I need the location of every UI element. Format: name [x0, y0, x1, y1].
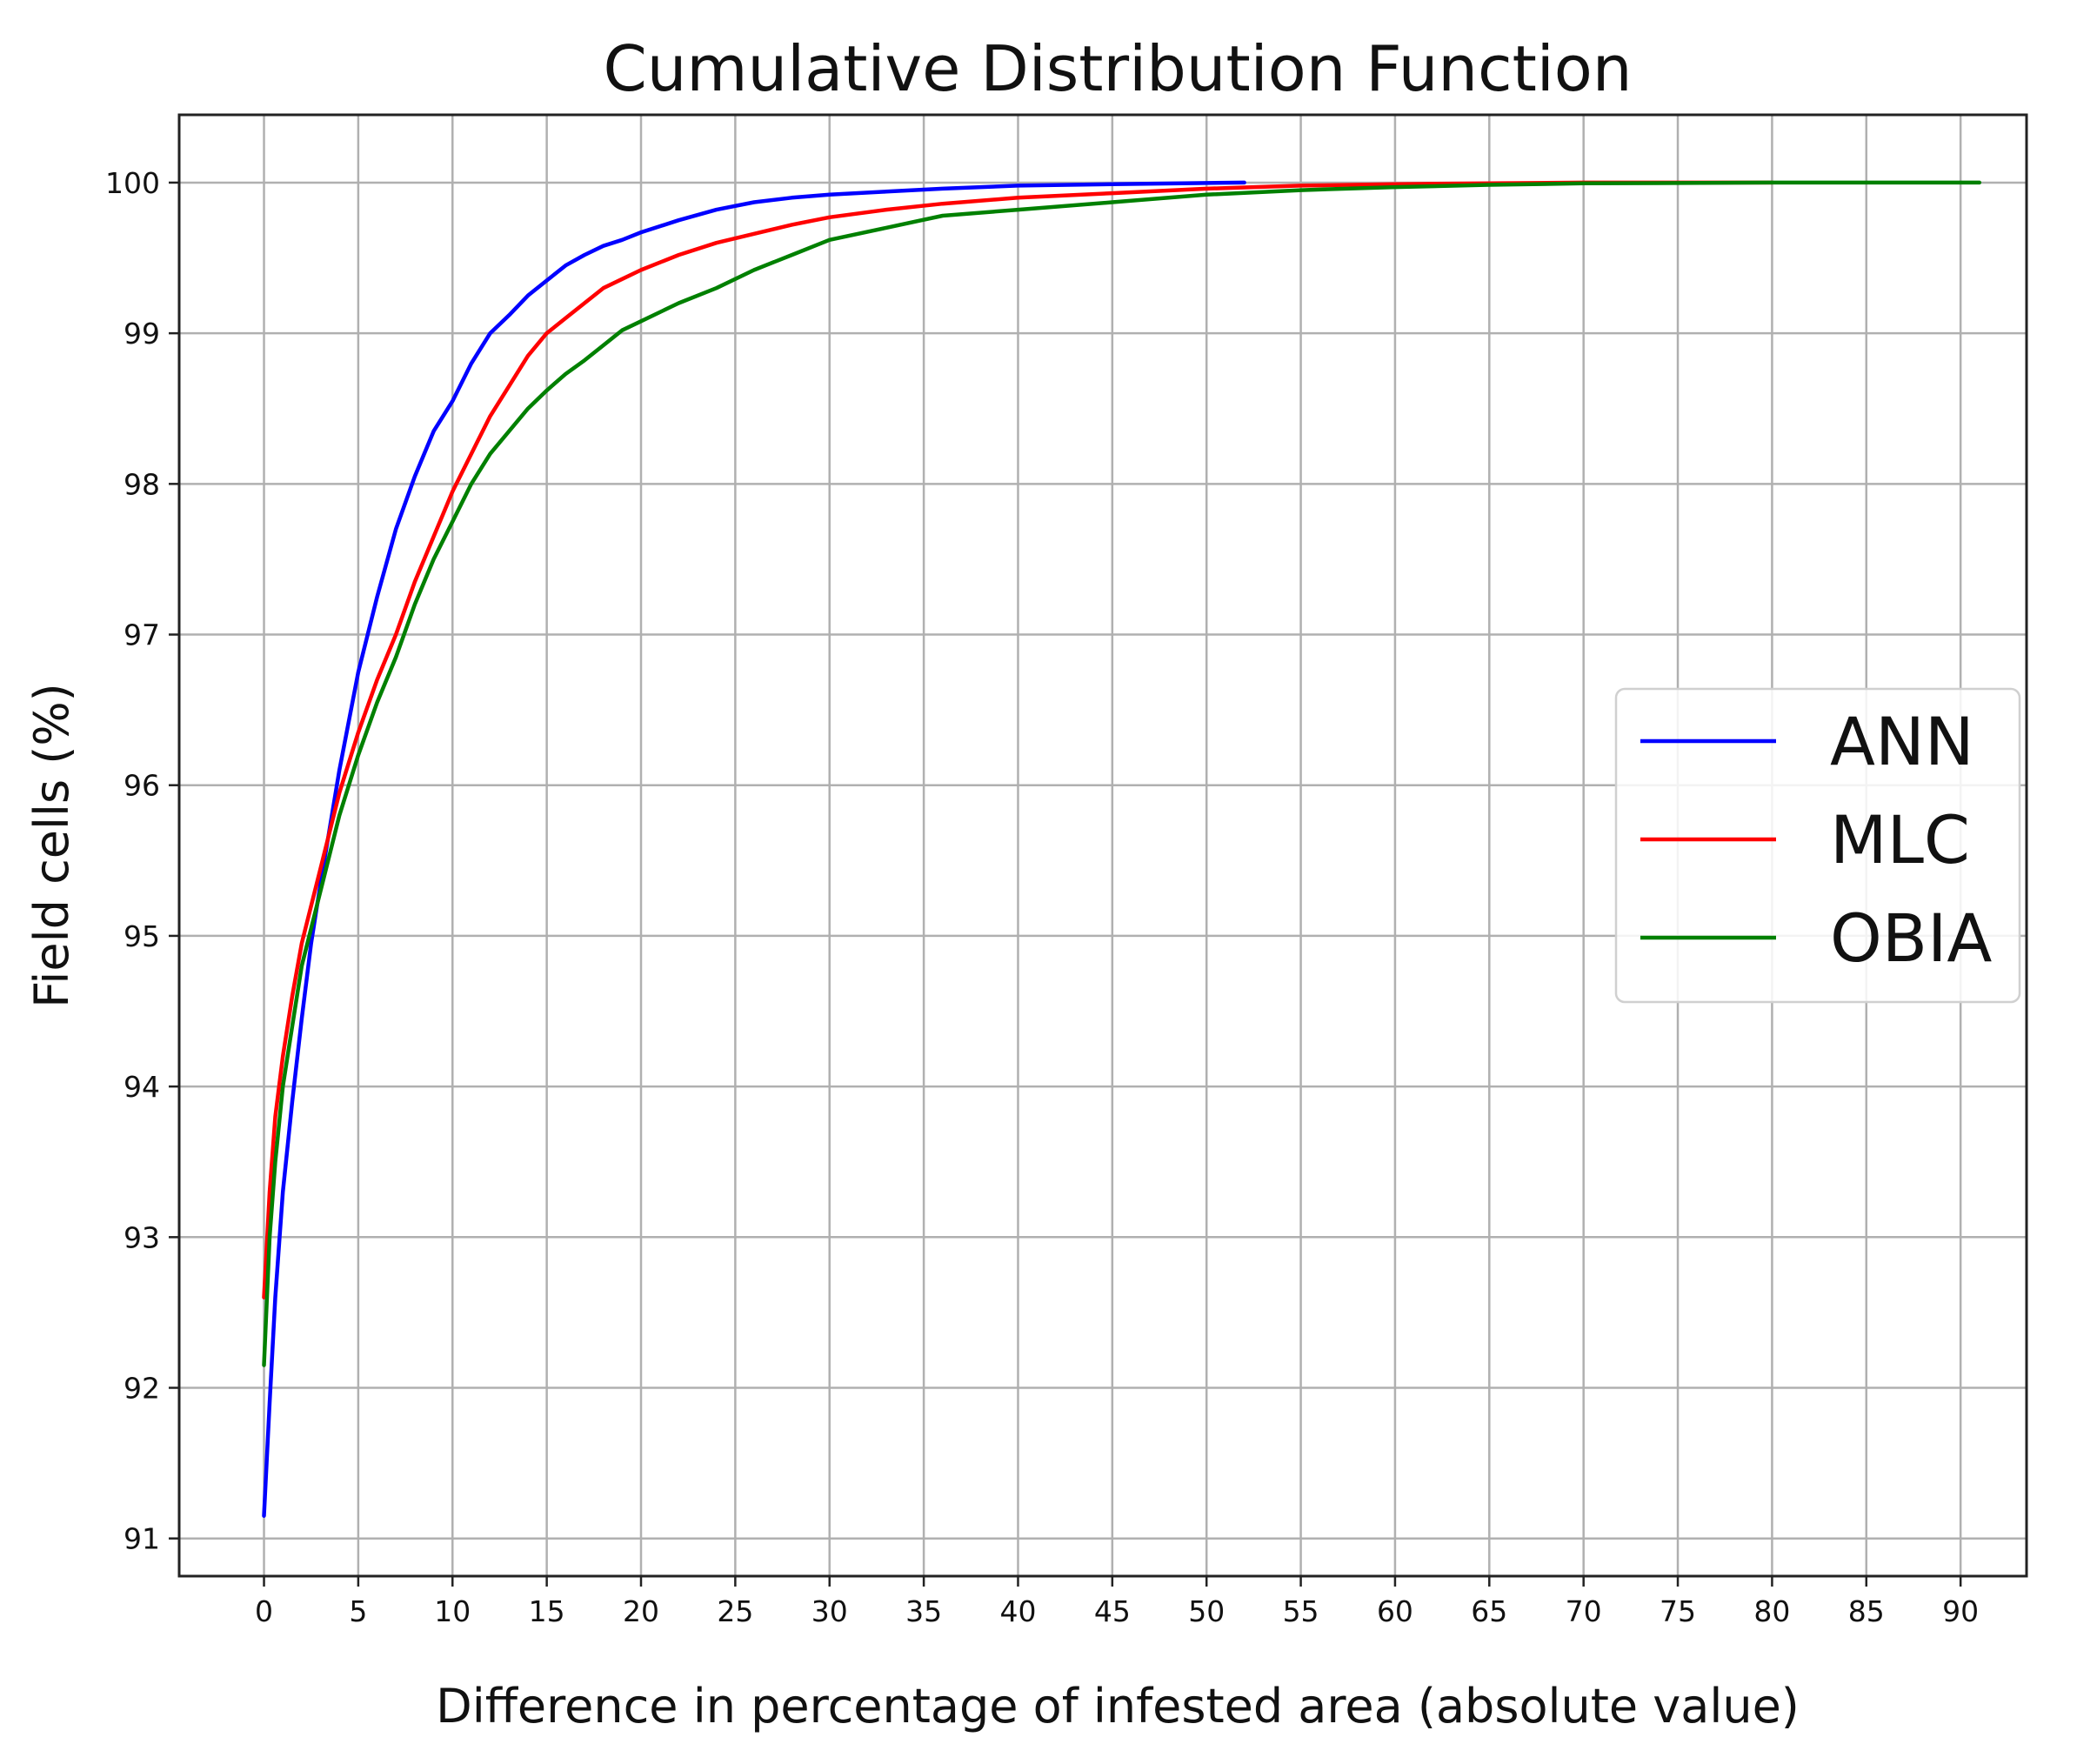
x-tick-label: 0	[255, 1594, 273, 1628]
x-tick-label: 45	[1094, 1594, 1131, 1628]
x-tick-label: 25	[717, 1594, 753, 1628]
y-tick-label: 95	[124, 919, 160, 953]
y-tick-label: 98	[124, 467, 160, 501]
legend-label-ann: ANN	[1830, 703, 1974, 780]
y-tick-label: 92	[124, 1372, 160, 1406]
x-tick-label: 85	[1848, 1594, 1885, 1628]
series-line-obia	[262, 180, 1982, 1367]
x-tick-label: 5	[349, 1594, 367, 1628]
legend: ANN MLC OBIA	[1614, 687, 2021, 1004]
x-axis-ticks: 0 5 10 15 20 25 30 35 40 45 50 55 60 65 70 75 80 85 90	[255, 1576, 1979, 1628]
y-tick-label: 96	[124, 769, 160, 803]
x-tick-label: 65	[1471, 1594, 1507, 1628]
x-tick-label: 70	[1566, 1594, 1602, 1628]
y-tick-label: 99	[124, 317, 160, 351]
series-lines	[262, 180, 1982, 1518]
y-tick-label: 97	[124, 618, 160, 652]
legend-label-obia: OBIA	[1830, 899, 1992, 977]
plot-area-frame	[177, 113, 2028, 1578]
y-tick-label: 93	[124, 1220, 160, 1254]
x-tick-label: 40	[999, 1594, 1036, 1628]
series-line-ann	[262, 180, 1246, 1518]
x-tick-label: 15	[529, 1594, 565, 1628]
legend-label-mlc: MLC	[1830, 801, 1970, 879]
y-tick-label: 94	[124, 1070, 160, 1104]
legend-box	[1614, 687, 2021, 1004]
x-tick-label: 35	[905, 1594, 942, 1628]
x-tick-label: 30	[811, 1594, 848, 1628]
x-tick-label: 60	[1377, 1594, 1413, 1628]
y-axis-ticks: 91 92 93 94 95 96 97 98 99 100	[105, 166, 179, 1556]
x-tick-label: 50	[1188, 1594, 1225, 1628]
y-tick-label: 100	[105, 166, 160, 200]
x-axis-label: Difference in percentage of infested are…	[436, 1679, 1800, 1734]
x-tick-label: 90	[1942, 1594, 1979, 1628]
x-tick-label: 10	[434, 1594, 471, 1628]
y-axis-label: Field cells (%)	[24, 683, 79, 1007]
x-tick-label: 20	[623, 1594, 659, 1628]
x-tick-label: 80	[1753, 1594, 1790, 1628]
x-tick-label: 55	[1283, 1594, 1319, 1628]
chart-title: Cumulative Distribution Function	[603, 32, 1632, 105]
x-tick-label: 75	[1660, 1594, 1696, 1628]
y-tick-label: 91	[124, 1522, 160, 1556]
series-line-mlc	[262, 180, 1774, 1300]
